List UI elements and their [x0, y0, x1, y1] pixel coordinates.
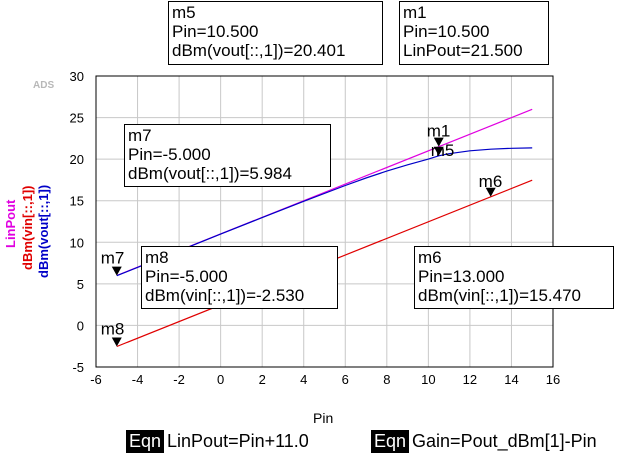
equation-0: Eqn LinPout=Pin+11.0 — [126, 430, 309, 453]
y-tick-label: 5 — [77, 277, 84, 292]
x-tick-label: 8 — [383, 372, 390, 387]
y-tick-label: 10 — [70, 235, 84, 250]
x-axis-label: Pin — [313, 410, 334, 426]
marker-m6-triangle — [485, 187, 496, 197]
readout-line: m6 — [418, 248, 442, 267]
series-line-dbm-vout-1 — [116, 147, 533, 277]
y-tick-label: 15 — [70, 194, 84, 209]
readout-box-m5: m5 Pin=10.500 dBm(vout[::,1])=20.401 — [168, 1, 383, 65]
y-tick-label: 0 — [77, 318, 84, 333]
grid — [95, 75, 554, 368]
marker-m8-label: m8 — [101, 319, 125, 338]
readout-line: m5 — [172, 3, 196, 22]
equation-text: Gain=Pout_dBm[1]-Pin — [412, 431, 597, 451]
readout-line: dBm(vout[::,1])=5.984 — [128, 164, 292, 183]
readout-line: m1 — [403, 3, 427, 22]
x-tick-label: -6 — [90, 372, 102, 387]
readout-line: LinPout=21.500 — [403, 41, 523, 60]
y-axis-label-0: LinPout — [3, 199, 18, 248]
readout-box-m8: m8 Pin=-5.000 dBm(vin[::,1])=-2.530 — [141, 246, 338, 309]
readout-line: dBm(vin[::,1])=15.470 — [418, 286, 582, 305]
readout-line: dBm(vin[::,1])=-2.530 — [145, 286, 305, 305]
x-tick-label: 14 — [504, 372, 518, 387]
x-tick-label: 10 — [421, 372, 435, 387]
y-axis-label-2: dBm(vout[::,1]) — [36, 184, 51, 278]
readout-box-m6: m6 Pin=13.000 dBm(vin[::,1])=15.470 — [414, 246, 614, 309]
readout-box-m1: m1 Pin=10.500 LinPout=21.500 — [399, 1, 549, 65]
x-tick-label: 0 — [217, 372, 224, 387]
readout-line: m8 — [145, 248, 169, 267]
equation-text: LinPout=Pin+11.0 — [167, 431, 309, 451]
marker-m5-label: m5 — [431, 141, 455, 160]
y-tick-label: 25 — [70, 111, 84, 126]
readout-line: Pin=13.000 — [418, 267, 505, 286]
marker-m6-label: m6 — [479, 172, 503, 191]
marker-m5-triangle — [433, 146, 444, 156]
y-tick-label: 30 — [70, 69, 84, 84]
plot-frame — [95, 75, 554, 368]
y-tick-label: -5 — [72, 360, 84, 375]
readout-line: m7 — [128, 126, 152, 145]
y-tick-label: 20 — [70, 152, 84, 167]
readout-line: dBm(vout[::,1])=20.401 — [172, 41, 346, 60]
marker-m1-label: m1 — [427, 122, 451, 141]
y-tick-labels: -5 0 5 10 15 20 25 30 — [70, 69, 84, 375]
marker-m1-triangle — [433, 137, 444, 147]
y-axis-label-1: dBm(vin[::,1]) — [20, 185, 35, 271]
x-tick-label: 4 — [300, 372, 307, 387]
marker-m7-triangle — [111, 266, 122, 276]
x-tick-label: -4 — [132, 372, 144, 387]
x-tick-label: 12 — [463, 372, 477, 387]
equation-1: Eqn Gain=Pout_dBm[1]-Pin — [371, 430, 597, 453]
x-tick-label: -2 — [173, 372, 185, 387]
readout-line: Pin=-5.000 — [128, 145, 211, 164]
readout-line: Pin=10.500 — [172, 22, 259, 41]
readout-line: Pin=-5.000 — [145, 267, 228, 286]
marker-m8-triangle — [111, 337, 122, 347]
readout-box-m7: m7 Pin=-5.000 dBm(vout[::,1])=5.984 — [124, 124, 331, 187]
readout-line: Pin=10.500 — [403, 22, 490, 41]
x-tick-label: 16 — [546, 372, 560, 387]
x-tick-label: 2 — [259, 372, 266, 387]
ads-watermark: ADS — [33, 80, 55, 91]
equation-tag: Eqn — [126, 430, 165, 453]
x-tick-label: 6 — [342, 372, 349, 387]
x-tick-labels: -6 -4 -2 0 2 4 6 8 10 12 14 16 — [90, 372, 560, 387]
equation-tag: Eqn — [371, 430, 410, 453]
marker-m7-label: m7 — [101, 249, 125, 268]
